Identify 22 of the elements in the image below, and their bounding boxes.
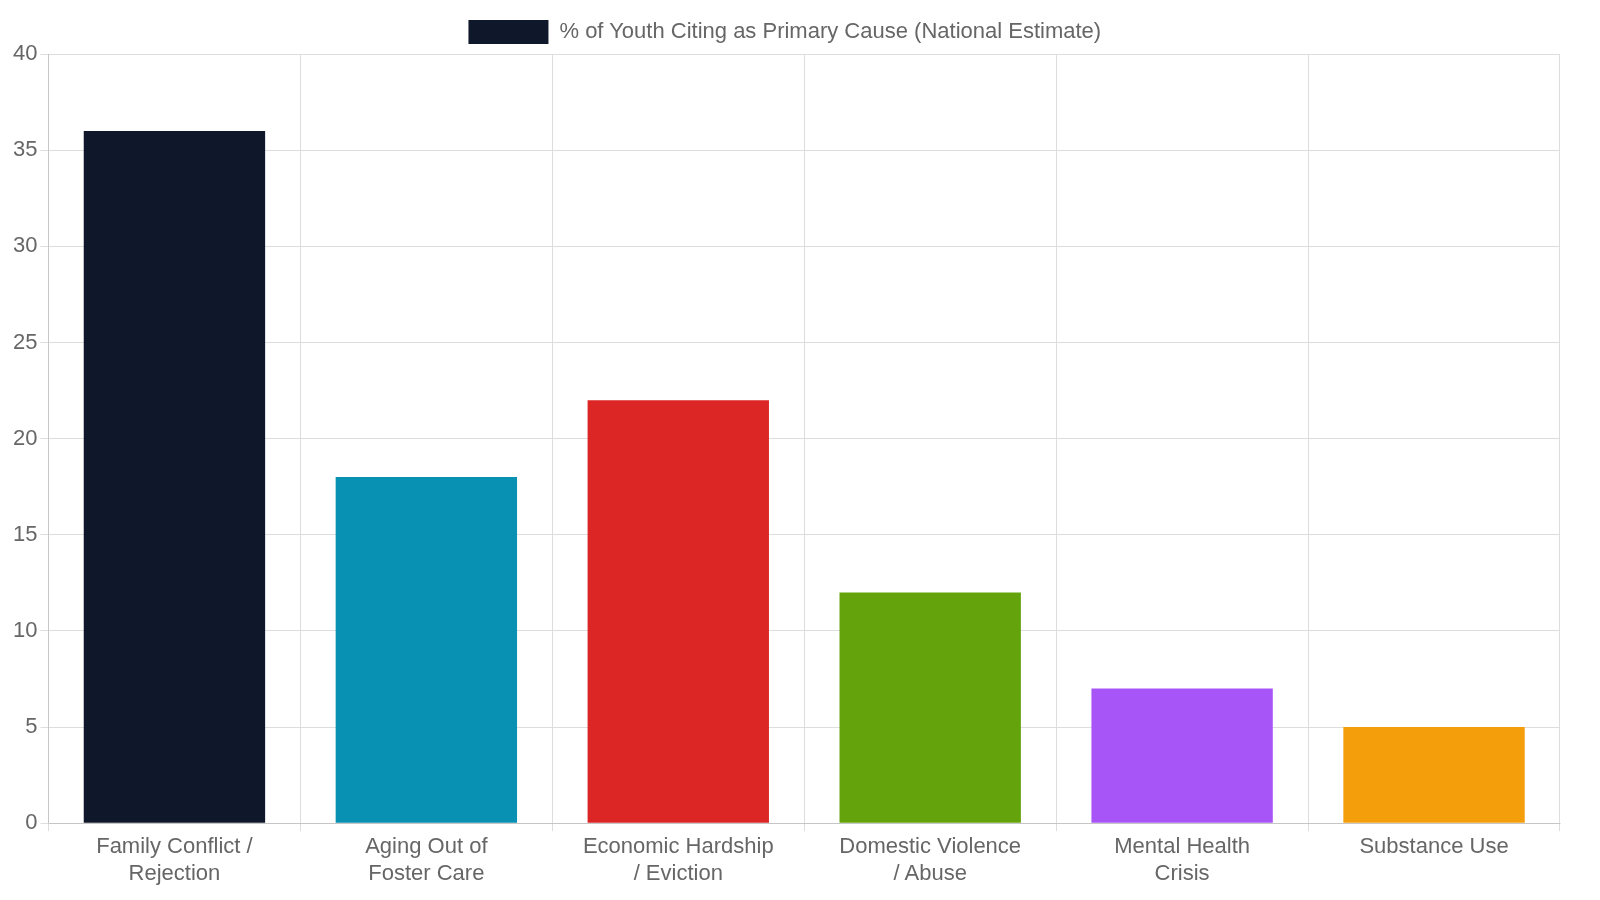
legend-label: % of Youth Citing as Primary Cause (National Estimate) [559, 18, 1102, 44]
y-tick-label: 5 [25, 713, 38, 739]
x-tick-label: Mental Health Crisis [1114, 833, 1250, 885]
x-tick-label: Aging Out of Foster Care [365, 833, 489, 885]
x-tick-label: Domestic Violence / Abuse [839, 833, 1022, 885]
y-tick-label: 20 [12, 424, 38, 450]
y-tick-label: 10 [12, 616, 38, 642]
bar [83, 130, 266, 823]
x-tick-label: Family Conflict / Rejection [96, 833, 254, 885]
y-tick-label: 30 [12, 232, 38, 258]
y-tick-label: 0 [25, 809, 38, 835]
x-tick-label: Substance Use [1359, 833, 1509, 859]
bar [587, 400, 769, 823]
y-tick-label: 40 [12, 40, 38, 66]
y-tick-label: 25 [12, 328, 38, 354]
bar [1091, 688, 1273, 823]
bar [335, 477, 518, 823]
bar [1343, 727, 1525, 823]
x-tick-label: Economic Hardship / Eviction [582, 833, 774, 885]
bar [839, 592, 1021, 823]
y-tick-label: 15 [12, 520, 38, 546]
y-tick-label: 35 [12, 136, 38, 162]
